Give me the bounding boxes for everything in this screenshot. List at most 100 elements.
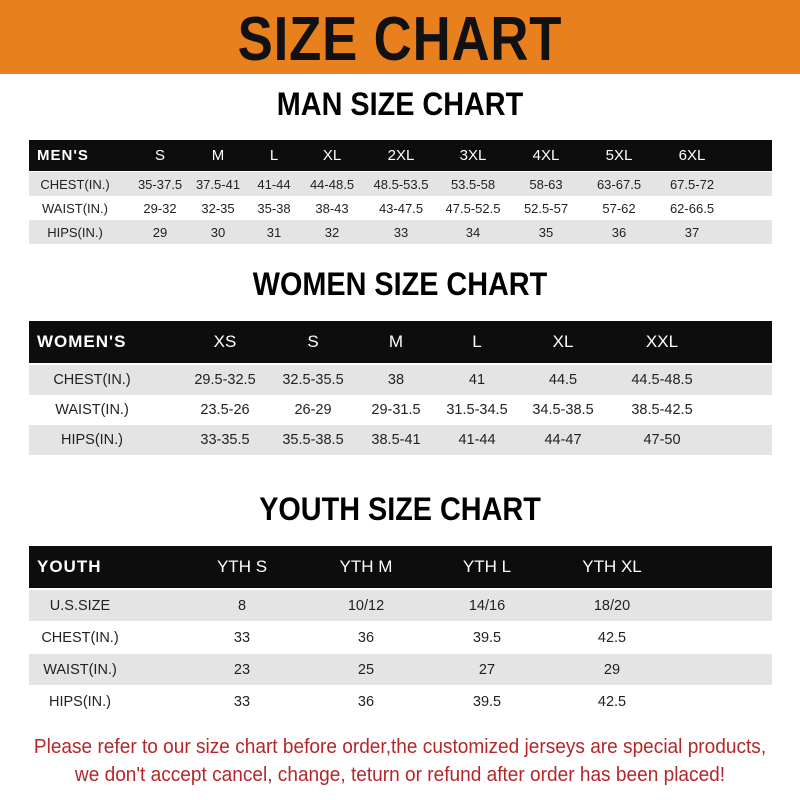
size-column-header: XXL — [645, 332, 679, 351]
table-row: HIPS(IN.) 33 36 39.5 42.5 — [29, 686, 772, 717]
table-cell: 36 — [611, 224, 627, 240]
table-cell: 41 — [468, 372, 486, 388]
table-cell: 35 — [538, 224, 554, 240]
size-column-header: M — [211, 147, 225, 164]
notice-line-2: we don't accept cancel, change, teturn o… — [74, 763, 726, 786]
size-column-header: YTH M — [339, 557, 393, 576]
table-heading: MEN'S — [37, 147, 89, 164]
table-cell: 23 — [233, 661, 251, 678]
size-column-header: XL — [322, 147, 342, 164]
table-cell: 29 — [152, 224, 168, 240]
youth-chart-title: YOUTH SIZE CHART — [259, 491, 541, 527]
table-cell: 43-47.5 — [378, 200, 424, 216]
table-cell: 38.5-41 — [371, 432, 421, 448]
table-cell: 38-43 — [315, 200, 349, 216]
table-cell: 38.5-42.5 — [631, 402, 693, 418]
table-cell: 29.5-32.5 — [194, 372, 256, 388]
table-cell: 35-38 — [257, 200, 291, 216]
table-cell: 25 — [357, 661, 375, 678]
size-column-header: L — [472, 332, 482, 351]
table-cell: 31.5-34.5 — [446, 402, 508, 418]
table-cell: 41-44 — [257, 176, 291, 192]
size-column-header: YTH XL — [582, 557, 642, 576]
size-column-header: 4XL — [532, 147, 560, 164]
table-cell: 32 — [324, 224, 340, 240]
table-cell: 48.5-53.5 — [373, 176, 429, 192]
size-column-header: S — [154, 147, 166, 164]
size-column-header: 5XL — [605, 147, 633, 164]
table-row: WAIST(IN.) 23.5-26 26-29 29-31.5 31.5-34.5 34… — [29, 395, 772, 425]
table-cell: 33-35.5 — [200, 432, 250, 448]
table-cell: 44-47 — [544, 432, 582, 448]
size-column-header: S — [307, 332, 319, 351]
table-cell: 29-32 — [143, 200, 177, 216]
size-column-header: XL — [552, 332, 574, 351]
row-label: WAIST(IN.) — [42, 200, 108, 216]
women-chart-title: WOMEN SIZE CHART — [252, 266, 548, 302]
table-cell: 37 — [684, 224, 700, 240]
table-row: WAIST(IN.) 29-32 32-35 35-38 38-43 43-47.5 47.… — [29, 196, 772, 220]
table-cell: 30 — [210, 224, 226, 240]
size-column-header: XS — [213, 332, 237, 351]
table-row: U.S.SIZE 8 10/12 14/16 18/20 — [29, 590, 772, 621]
table-cell: 42.5 — [597, 629, 627, 646]
table-cell: 52.5-57 — [523, 200, 569, 216]
table-cell: 62-66.5 — [669, 200, 715, 216]
table-cell: 36 — [357, 629, 375, 646]
table-cell: 36 — [357, 693, 375, 710]
table-heading: WOMEN'S — [37, 332, 127, 351]
size-column-header: 2XL — [387, 147, 415, 164]
table-cell: 44.5 — [548, 372, 578, 388]
table-cell: 37.5-41 — [195, 176, 241, 192]
table-row: HIPS(IN.) 33-35.5 35.5-38.5 38.5-41 41-44 44-… — [29, 425, 772, 455]
table-row: CHEST(IN.) 29.5-32.5 32.5-35.5 38 41 44.5 44.5… — [29, 365, 772, 395]
table-cell: 53.5-58 — [450, 176, 496, 192]
table-cell: 35.5-38.5 — [282, 432, 344, 448]
row-label: U.S.SIZE — [49, 597, 111, 614]
table-cell: 34 — [465, 224, 481, 240]
table-header-row: WOMEN'S XS S M L XL XXL — [29, 321, 772, 363]
size-column-header: 3XL — [459, 147, 487, 164]
table-cell: 63-67.5 — [596, 176, 642, 192]
table-cell: 67.5-72 — [669, 176, 715, 192]
table-cell: 47-50 — [643, 432, 681, 448]
size-column-header: M — [388, 332, 404, 351]
man-chart-title: MAN SIZE CHART — [276, 86, 524, 122]
table-cell: 44-48.5 — [309, 176, 355, 192]
size-column-header: L — [269, 147, 279, 164]
banner-title: SIZE CHART — [237, 5, 563, 74]
table-cell: 39.5 — [472, 693, 502, 710]
table-cell: 10/12 — [347, 597, 385, 614]
notice-line-1: Please refer to our size chart before or… — [33, 735, 767, 758]
table-row: CHEST(IN.) 35-37.5 37.5-41 41-44 44-48.5 48.5… — [29, 172, 772, 196]
table-cell: 33 — [393, 224, 409, 240]
title-banner: SIZE CHART — [0, 0, 800, 74]
table-cell: 35-37.5 — [137, 176, 183, 192]
size-column-header: YTH S — [216, 557, 268, 576]
table-cell: 39.5 — [472, 629, 502, 646]
table-row: HIPS(IN.) 29 30 31 32 33 34 35 36 37 — [29, 220, 772, 244]
table-heading: YOUTH — [37, 557, 102, 576]
table-cell: 26-29 — [294, 402, 332, 418]
table-cell: 32.5-35.5 — [282, 372, 344, 388]
row-label: CHEST(IN.) — [40, 176, 110, 192]
table-row: WAIST(IN.) 23 25 27 29 — [29, 654, 772, 685]
table-cell: 32-35 — [201, 200, 235, 216]
row-label: CHEST(IN.) — [53, 372, 131, 388]
row-label: WAIST(IN.) — [55, 402, 129, 418]
row-label: WAIST(IN.) — [43, 661, 117, 678]
table-row: CHEST(IN.) 33 36 39.5 42.5 — [29, 622, 772, 653]
table-cell: 33 — [233, 629, 251, 646]
table-cell: 47.5-52.5 — [445, 200, 501, 216]
table-cell: 31 — [266, 224, 282, 240]
table-cell: 29 — [603, 661, 621, 678]
table-cell: 27 — [478, 661, 496, 678]
table-cell: 41-44 — [458, 432, 496, 448]
table-cell: 14/16 — [468, 597, 506, 614]
table-cell: 44.5-48.5 — [631, 372, 693, 388]
row-label: HIPS(IN.) — [48, 693, 112, 710]
size-column-header: YTH L — [462, 557, 512, 576]
table-cell: 18/20 — [593, 597, 631, 614]
row-label: HIPS(IN.) — [60, 432, 124, 448]
table-cell: 8 — [237, 597, 247, 614]
